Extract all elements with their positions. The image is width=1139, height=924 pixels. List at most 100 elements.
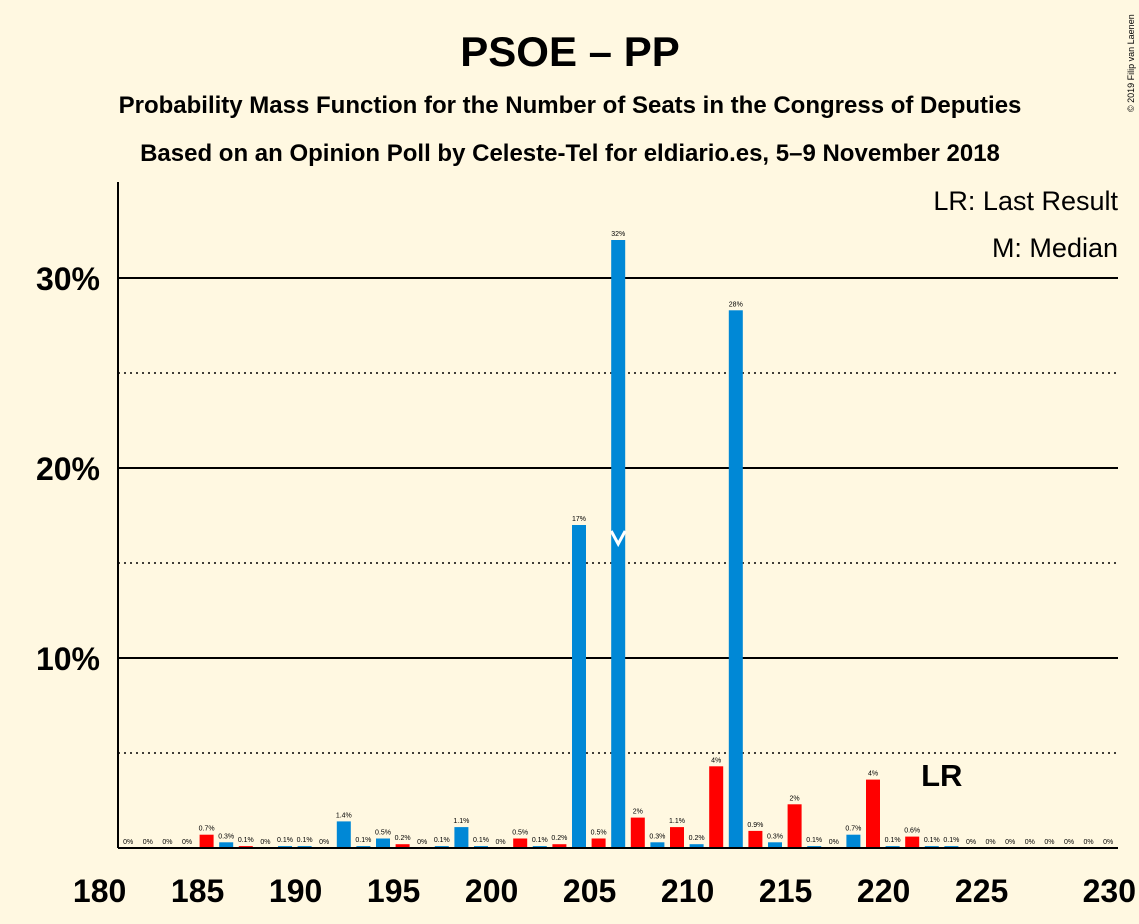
bar-208 xyxy=(650,842,665,848)
data-label-207: 2% xyxy=(633,809,643,816)
x-tick-label-180: 180 xyxy=(73,873,126,909)
data-label-197: 0.1% xyxy=(434,837,450,844)
x-tick-labels: 180 185 190 195 200 205 210 215 220 225 230 xyxy=(73,873,1136,909)
bar-194 xyxy=(376,838,390,848)
data-label-186: 0.3% xyxy=(218,833,234,840)
data-label-185: 0.7% xyxy=(199,826,215,833)
data-label-193: 0.1% xyxy=(355,837,371,844)
bar-201 xyxy=(513,838,528,848)
bar-198 xyxy=(454,827,469,848)
data-label-215: 2% xyxy=(790,795,800,802)
data-label-189: 0.1% xyxy=(277,837,293,844)
x-tick-label-210: 210 xyxy=(661,873,714,909)
data-label-199: 0.1% xyxy=(473,837,489,844)
y-tick-labels: 10% 20% 30% xyxy=(36,261,100,677)
data-label-211: 4% xyxy=(711,757,721,764)
data-label-212: 28% xyxy=(729,301,743,308)
data-label-191: 0% xyxy=(319,839,329,846)
x-tick-label-205: 205 xyxy=(563,873,616,909)
y-tick-label-10: 10% xyxy=(36,641,100,677)
data-label-214: 0.3% xyxy=(767,833,783,840)
data-label-194: 0.5% xyxy=(375,830,391,837)
data-label-231: 0% xyxy=(1103,839,1113,846)
legend-last-result: LR: Last Result xyxy=(933,186,1118,216)
bar-192 xyxy=(336,821,351,848)
data-label-221: 0.6% xyxy=(904,828,920,835)
data-label-206: 32% xyxy=(611,231,625,238)
data-label-217: 0% xyxy=(829,839,839,846)
data-label-210: 0.2% xyxy=(689,835,705,842)
x-tick-label-195: 195 xyxy=(367,873,420,909)
data-label-190: 0.1% xyxy=(297,837,313,844)
data-label-225: 0% xyxy=(986,839,996,846)
x-tick-label-215: 215 xyxy=(759,873,812,909)
last-result-marker: LR xyxy=(921,758,962,793)
bar-186 xyxy=(219,842,234,848)
x-tick-label-230: 230 xyxy=(1083,873,1136,909)
y-tick-label-20: 20% xyxy=(36,451,100,487)
chart-subtitle-source: Based on an Opinion Poll by Celeste-Tel … xyxy=(140,140,1000,167)
copyright-notice: © 2019 Filip van Laenen xyxy=(1126,14,1136,112)
data-label-227: 0% xyxy=(1025,839,1035,846)
y-tick-label-30: 30% xyxy=(36,261,100,297)
data-label-229: 0% xyxy=(1064,839,1074,846)
data-label-228: 0% xyxy=(1044,839,1054,846)
x-tick-label-190: 190 xyxy=(269,873,322,909)
bar-185 xyxy=(199,834,214,848)
data-label-223: 0.1% xyxy=(943,837,959,844)
data-label-183: 0% xyxy=(162,839,172,846)
bar-221 xyxy=(905,836,920,848)
data-labels-group: 0% 0% 0% 0%0.7%0.3%0.1% 0% 0.1% 0.1% 0%1.4%0.1%… xyxy=(123,231,1113,846)
data-label-230: 0% xyxy=(1084,839,1094,846)
data-label-226: 0% xyxy=(1005,839,1015,846)
bar-215 xyxy=(787,804,802,848)
data-label-200: 0% xyxy=(496,839,506,846)
data-label-188: 0% xyxy=(260,839,270,846)
bar-219 xyxy=(866,779,880,848)
data-label-182: 0% xyxy=(143,839,153,846)
bar-210 xyxy=(689,844,704,848)
data-label-203: 0.2% xyxy=(551,835,567,842)
bar-203 xyxy=(552,844,567,848)
x-tick-label-200: 200 xyxy=(465,873,518,909)
data-label-220: 0.1% xyxy=(885,837,901,844)
bar-205 xyxy=(591,838,606,848)
legend-median: M: Median xyxy=(992,233,1118,263)
bar-211 xyxy=(709,766,724,848)
data-label-202: 0.1% xyxy=(532,837,548,844)
bar-213 xyxy=(748,830,763,848)
chart-subtitle: Probability Mass Function for the Number… xyxy=(119,92,1022,119)
x-tick-label-220: 220 xyxy=(857,873,910,909)
data-label-219: 4% xyxy=(868,771,878,778)
data-label-184: 0% xyxy=(182,839,192,846)
bar-204 xyxy=(572,525,586,848)
bar-218 xyxy=(846,834,861,848)
data-label-192: 1.4% xyxy=(336,812,352,819)
bar-195 xyxy=(395,844,410,848)
data-label-205: 0.5% xyxy=(591,830,607,837)
data-label-204: 17% xyxy=(572,516,586,523)
data-label-209: 1.1% xyxy=(669,818,685,825)
data-label-198: 1.1% xyxy=(453,818,469,825)
bar-207 xyxy=(630,817,645,848)
x-tick-label-185: 185 xyxy=(171,873,224,909)
chart-title: PSOE – PP xyxy=(460,28,679,75)
data-label-224: 0% xyxy=(966,839,976,846)
data-label-208: 0.3% xyxy=(649,833,665,840)
bar-214 xyxy=(768,842,782,848)
median-marker xyxy=(609,530,627,548)
data-label-216: 0.1% xyxy=(806,837,822,844)
data-label-213: 0.9% xyxy=(747,822,763,829)
markers-group: LR xyxy=(609,530,962,793)
data-label-195: 0.2% xyxy=(395,835,411,842)
bar-209 xyxy=(670,827,684,848)
data-label-218: 0.7% xyxy=(845,826,861,833)
data-label-201: 0.5% xyxy=(512,830,528,837)
data-label-187: 0.1% xyxy=(238,837,254,844)
data-label-196: 0% xyxy=(417,839,427,846)
bar-212 xyxy=(728,310,743,848)
data-label-181: 0% xyxy=(123,839,133,846)
data-label-222: 0.1% xyxy=(924,837,940,844)
